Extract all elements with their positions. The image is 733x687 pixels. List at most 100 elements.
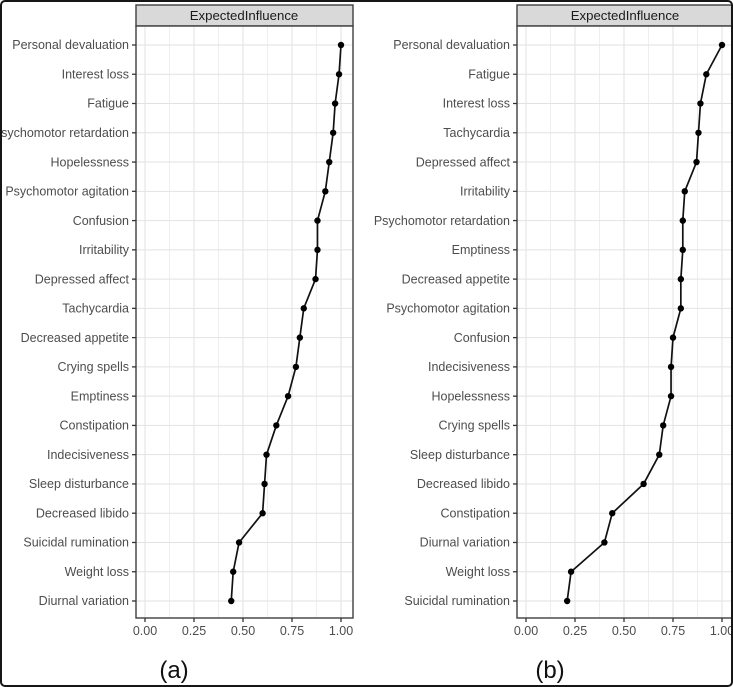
category-label: Hopelessness [50, 155, 129, 169]
data-point [563, 597, 571, 605]
category-label: Suicidal rumination [23, 536, 129, 550]
data-point [331, 100, 339, 107]
category-label: Psychomotor agitation [386, 302, 510, 316]
category-label: Depressed affect [416, 155, 511, 169]
category-label: Personal devaluation [393, 38, 510, 52]
data-point [677, 275, 685, 283]
category-label: Tachycardia [443, 126, 510, 140]
category-label: Constipation [60, 419, 130, 433]
data-point [609, 510, 616, 517]
category-label: Crying spells [438, 419, 510, 433]
centrality-plot-a: Personal devaluation Interest loss Fatigue… [2, 4, 354, 684]
x-tick-label: 0.50 [612, 624, 636, 638]
data-point [601, 539, 608, 546]
panel-border [135, 25, 354, 619]
x-tick-label: 0.50 [231, 624, 255, 638]
series-line [566, 44, 723, 602]
data-point [300, 305, 307, 312]
x-tick-label: 0.75 [280, 624, 304, 638]
data-point [669, 334, 677, 341]
facet-strip-title: ExpectedInfluence [190, 8, 299, 23]
plot-layer: Personal devaluation Interest loss Fatigue… [2, 4, 354, 638]
category-label: Interest loss [443, 97, 510, 111]
data-point [284, 392, 292, 400]
data-point [235, 539, 243, 546]
data-point [693, 158, 700, 166]
data-point [697, 100, 704, 107]
category-label: Crying spells [57, 360, 129, 374]
data-point [292, 363, 300, 371]
series-line [230, 44, 342, 602]
category-label: Weight loss [446, 565, 510, 579]
data-point [567, 568, 575, 575]
category-label: Decreased appetite [402, 272, 510, 286]
category-label: Indecisiveness [428, 360, 510, 374]
data-point [329, 129, 337, 136]
x-tick-label: 1.00 [710, 624, 733, 638]
category-label: Weight loss [65, 565, 129, 579]
data-point [263, 451, 270, 458]
data-point [677, 305, 685, 312]
data-point [273, 422, 280, 429]
category-label: Irritability [79, 243, 130, 257]
category-label: Hopelessness [431, 389, 510, 403]
x-tick-label: 0.75 [661, 624, 685, 638]
centrality-plot-b: Personal devaluation Fatigue Interest loss… [374, 4, 733, 684]
data-point [679, 217, 686, 224]
category-label: Psychomotor retardation [374, 214, 510, 228]
data-point [337, 41, 345, 49]
category-label: Decreased appetite [21, 331, 129, 345]
category-label: Emptiness [452, 243, 510, 257]
category-label: Personal devaluation [12, 38, 129, 52]
subfigure-a: Personal devaluation Interest loss Fatigue… [2, 2, 368, 685]
category-label: Suicidal rumination [404, 594, 510, 608]
category-label: Confusion [454, 331, 510, 345]
facet-strip-title: ExpectedInfluence [571, 8, 680, 23]
category-label: Confusion [73, 214, 129, 228]
category-label: Depressed affect [35, 272, 130, 286]
subfigure-caption: (a) [159, 657, 188, 684]
subfigure-caption: (b) [535, 657, 564, 684]
data-point [230, 568, 237, 575]
data-point [261, 480, 268, 488]
data-point [718, 41, 726, 49]
panel-background [136, 26, 353, 618]
data-point [228, 597, 235, 605]
data-point [660, 422, 667, 429]
x-tick-label: 0.00 [514, 624, 538, 638]
category-label: Sleep disturbance [29, 477, 129, 491]
data-point [681, 188, 688, 195]
category-label: Diurnal variation [39, 594, 129, 608]
data-point [322, 188, 329, 195]
category-label: Emptiness [71, 389, 129, 403]
category-label: Sleep disturbance [410, 448, 510, 462]
x-tick-label: 0.00 [133, 624, 157, 638]
data-point [667, 392, 675, 400]
category-label: Decreased libido [417, 477, 510, 491]
data-point [326, 158, 333, 166]
category-label: Decreased libido [36, 506, 129, 520]
x-tick-label: 0.25 [182, 624, 206, 638]
category-label: Psychomotor agitation [5, 185, 129, 199]
x-tick-label: 0.25 [563, 624, 587, 638]
category-label: Irritability [460, 185, 511, 199]
data-point [703, 71, 710, 78]
x-tick-label: 1.00 [329, 624, 353, 638]
category-label: Fatigue [468, 67, 510, 81]
data-point [296, 334, 304, 341]
data-point [679, 246, 686, 254]
data-point [640, 480, 647, 488]
category-label: Psychomotor retardation [2, 126, 129, 140]
subfigure-b: Personal devaluation Fatigue Interest loss… [368, 2, 733, 685]
data-point [314, 217, 321, 224]
category-label: Diurnal variation [420, 536, 510, 550]
category-label: Tachycardia [62, 302, 129, 316]
category-label: Constipation [441, 506, 511, 520]
category-label: Indecisiveness [47, 448, 129, 462]
category-label: Interest loss [62, 67, 129, 81]
data-point [314, 246, 321, 254]
data-point [656, 451, 663, 458]
data-point [335, 71, 343, 78]
data-point [312, 275, 319, 283]
